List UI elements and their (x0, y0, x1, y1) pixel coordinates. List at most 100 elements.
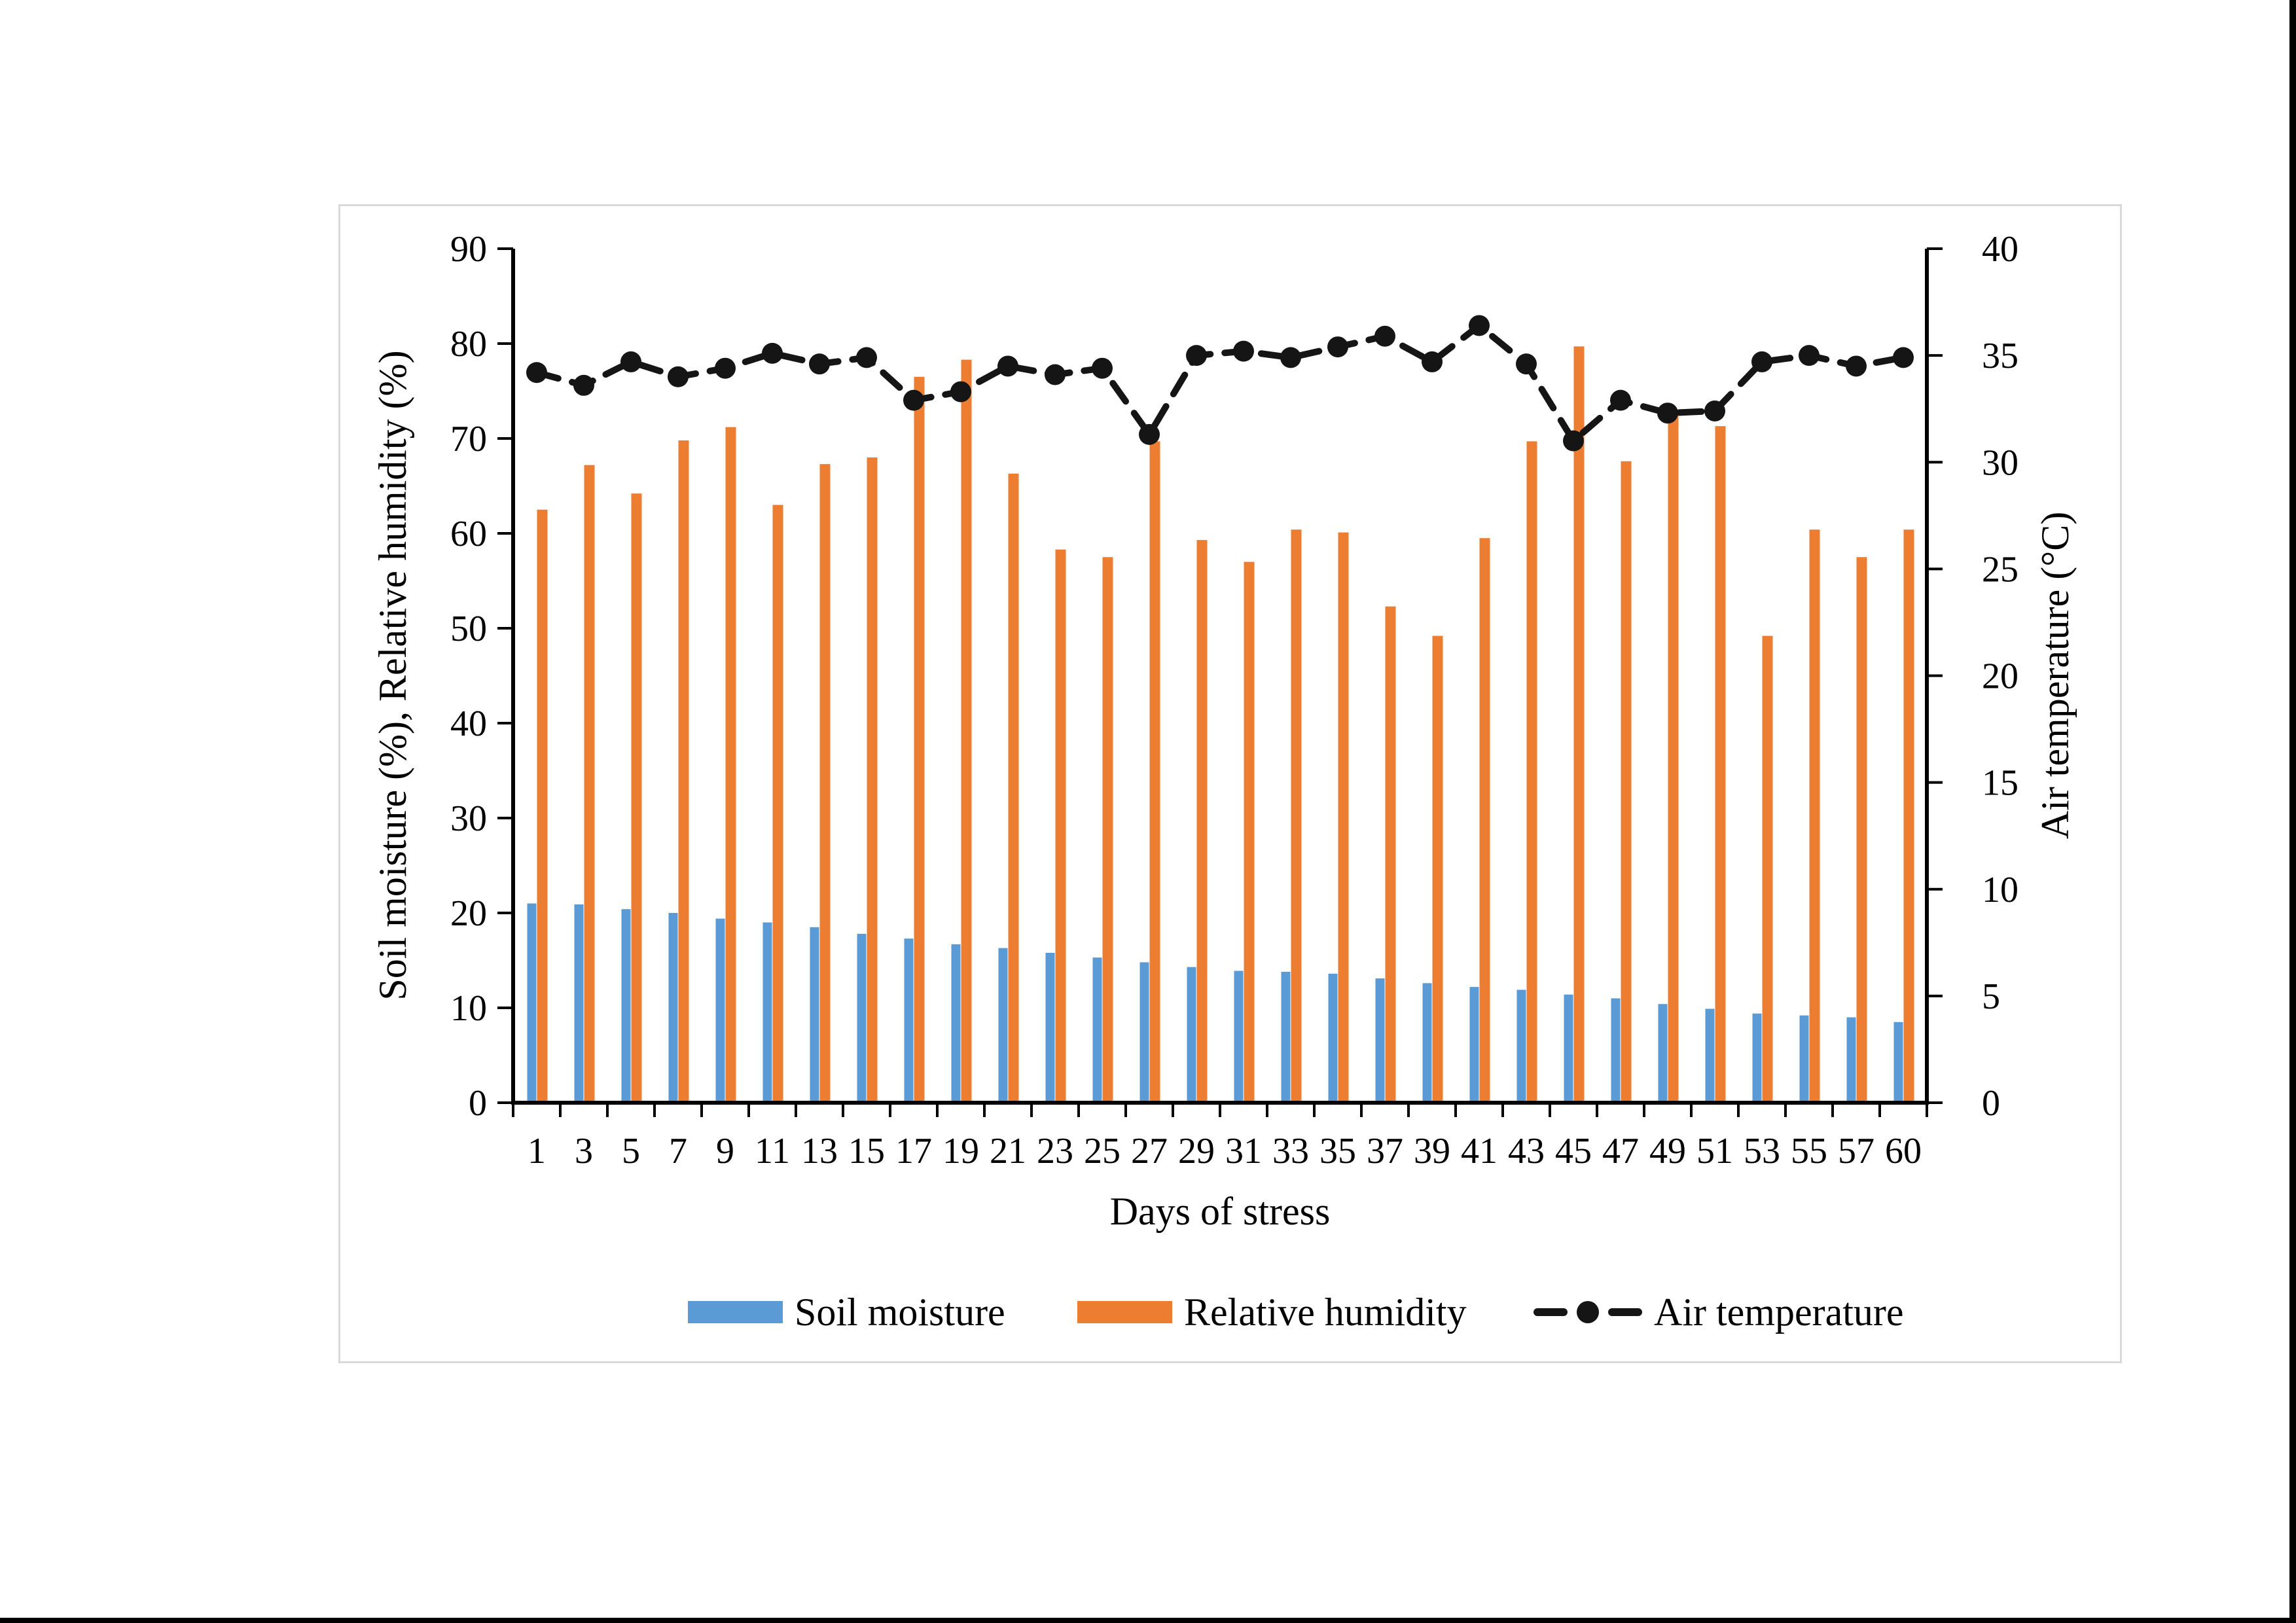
legend-item-air-temperature[interactable]: Air temperature (1534, 1283, 1903, 1342)
x-axis-tick-label: 41 (1461, 1131, 1498, 1171)
soil-moisture-bar (951, 944, 961, 1103)
relative-humidity-bar (678, 440, 689, 1103)
soil-moisture-bar (1422, 983, 1432, 1103)
legend-label-relative-humidity: Relative humidity (1184, 1290, 1467, 1334)
x-axis-title: Days of stress (1110, 1190, 1331, 1233)
air-temperature-marker (573, 374, 594, 396)
soil-moisture-bar (668, 913, 678, 1103)
x-axis-tick-label: 25 (1084, 1131, 1121, 1171)
x-axis-tick-label: 27 (1131, 1131, 1168, 1171)
soil-moisture-bar (1234, 971, 1244, 1103)
relative-humidity-bar (1244, 562, 1255, 1103)
relative-humidity-swatch-icon (1077, 1301, 1172, 1323)
y-axis-tick-label: 30 (450, 798, 487, 839)
soil-moisture-bar (1516, 990, 1526, 1103)
soil-moisture-bar (527, 903, 537, 1103)
relative-humidity-bar (1385, 606, 1396, 1103)
x-axis-tick-label: 7 (669, 1131, 687, 1171)
soil-moisture-swatch-icon (688, 1301, 783, 1323)
relative-humidity-bar (1573, 346, 1585, 1103)
relative-humidity-bar (961, 359, 972, 1103)
x-axis-tick-label: 1 (528, 1131, 546, 1171)
soil-moisture-bar (1281, 971, 1291, 1103)
soil-moisture-bar (1611, 998, 1621, 1103)
soil-moisture-bar (1092, 957, 1102, 1103)
relative-humidity-bar (1903, 529, 1914, 1103)
x-axis-tick-label: 51 (1696, 1131, 1733, 1171)
x-axis-tick-label: 45 (1555, 1131, 1592, 1171)
soil-moisture-bar (1375, 978, 1385, 1103)
legend-label-air-temperature: Air temperature (1654, 1290, 1904, 1334)
air-temperature-marker (1280, 347, 1301, 368)
y2-axis-tick-label: 5 (1982, 976, 2000, 1017)
x-axis-tick-label: 29 (1178, 1131, 1215, 1171)
relative-humidity-bar (1715, 426, 1726, 1103)
soil-moisture-bar (1893, 1022, 1903, 1103)
relative-humidity-bar (772, 505, 783, 1103)
air-temperature-marker (809, 353, 830, 375)
x-axis-tick-label: 39 (1414, 1131, 1450, 1171)
x-axis-tick-label: 13 (801, 1131, 838, 1171)
air-temperature-marker (856, 347, 877, 368)
y-axis-tick-label: 70 (450, 419, 487, 459)
relative-humidity-bar (1008, 473, 1019, 1103)
air-temperature-line-series (526, 315, 1914, 452)
soil-moisture-bar (1045, 952, 1055, 1103)
air-temperature-marker (1374, 325, 1395, 347)
relative-humidity-bar (1102, 557, 1113, 1103)
air-temperature-marker (1799, 345, 1820, 366)
y2-axis-tick-label: 15 (1982, 763, 2018, 804)
air-temperature-marker (1233, 340, 1254, 362)
soil-moisture-bar (1139, 962, 1149, 1103)
air-temperature-marker (668, 366, 689, 387)
soil-moisture-bar (904, 938, 914, 1103)
y-axis-tick-label: 80 (450, 324, 487, 365)
x-axis-tick-label: 55 (1791, 1131, 1827, 1171)
air-temperature-marker (1610, 389, 1631, 411)
y2-axis-tick-label: 10 (1982, 870, 2018, 910)
relative-humidity-bar (584, 465, 595, 1103)
relative-humidity-bar (1055, 549, 1066, 1103)
air-temperature-marker (1516, 353, 1537, 375)
x-axis-tick-label: 19 (942, 1131, 979, 1171)
soil-moisture-bar (762, 922, 772, 1103)
x-axis-tick-label: 9 (716, 1131, 734, 1171)
legend-item-relative-humidity[interactable]: Relative humidity (1077, 1283, 1467, 1342)
soil-moisture-bar (1658, 1004, 1668, 1103)
soil-moisture-bar (621, 909, 631, 1103)
y2-axis-tick-label: 30 (1982, 442, 2018, 483)
y2-axis-tick-label: 25 (1982, 549, 2018, 590)
y-right-axis-title: Air temperature (°C) (2034, 512, 2077, 839)
soil-moisture-bar (857, 933, 867, 1103)
air-temperature-line (533, 321, 1907, 446)
y-axis-tick-label: 60 (450, 514, 487, 554)
relative-humidity-bar-series (537, 346, 1914, 1103)
legend: Soil moisture Relative humidity Air temp… (340, 1283, 2120, 1342)
relative-humidity-bar (1291, 529, 1302, 1103)
x-axis-tick-label: 5 (622, 1131, 640, 1171)
x-axis-tick-label: 47 (1602, 1131, 1639, 1171)
soil-moisture-bar-series (527, 903, 1903, 1103)
x-axis-tick-label: 37 (1367, 1131, 1403, 1171)
x-axis-tick-label: 21 (990, 1131, 1026, 1171)
air-temperature-marker (620, 351, 641, 372)
screen-bottom-border (0, 1618, 2296, 1623)
soil-moisture-bar (715, 918, 725, 1103)
legend-item-soil-moisture[interactable]: Soil moisture (688, 1283, 1005, 1342)
air-temperature-marker (997, 355, 1018, 377)
y2-axis-tick-label: 35 (1982, 336, 2018, 376)
air-temperature-marker (1139, 423, 1160, 445)
y2-axis-tick-label: 20 (1982, 656, 2018, 697)
relative-humidity-bar (1668, 416, 1679, 1103)
x-axis-tick-label: 31 (1225, 1131, 1262, 1171)
relative-humidity-bar (819, 464, 831, 1103)
x-axis-tick-label: 43 (1508, 1131, 1545, 1171)
relative-humidity-bar (631, 493, 642, 1103)
air-temperature-marker (1657, 402, 1678, 424)
soil-moisture-bar (574, 904, 584, 1103)
air-temperature-marker (1893, 347, 1914, 368)
x-axis-tick-label: 60 (1885, 1131, 1922, 1171)
legend-label-soil-moisture: Soil moisture (795, 1290, 1005, 1334)
